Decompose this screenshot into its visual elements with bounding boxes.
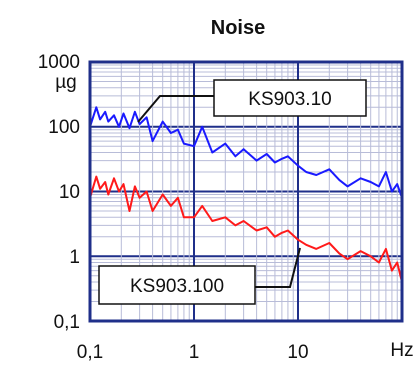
series-layer bbox=[89, 106, 403, 283]
y-tick-label: 1000 bbox=[38, 52, 80, 73]
callout-box bbox=[98, 265, 256, 305]
y-unit-label: µg bbox=[55, 72, 77, 93]
x-tick-label: 0,1 bbox=[77, 342, 103, 363]
y-tick-label: 10 bbox=[59, 182, 80, 203]
y-tick-label: 100 bbox=[48, 117, 80, 138]
chart-title: Noise bbox=[211, 17, 265, 39]
y-tick-label: 1 bbox=[69, 247, 80, 268]
series-line-ks903-10 bbox=[89, 106, 403, 199]
x-unit-label: Hz bbox=[390, 340, 413, 361]
callout-label: KS903.100 bbox=[130, 276, 224, 297]
x-tick-label: 10 bbox=[287, 342, 308, 363]
callout-ks903-100: KS903.100 bbox=[98, 247, 301, 305]
callout-leader bbox=[137, 95, 214, 123]
series-line-ks903-100 bbox=[89, 175, 403, 283]
callout-leader bbox=[255, 247, 301, 288]
callout-box bbox=[213, 79, 367, 117]
callout-ks903-10: KS903.10 bbox=[137, 79, 367, 123]
x-tick-label: 1 bbox=[189, 342, 200, 363]
callout-label: KS903.10 bbox=[248, 89, 331, 110]
plot-frame bbox=[88, 60, 404, 323]
y-tick-label: 0,1 bbox=[54, 312, 80, 333]
